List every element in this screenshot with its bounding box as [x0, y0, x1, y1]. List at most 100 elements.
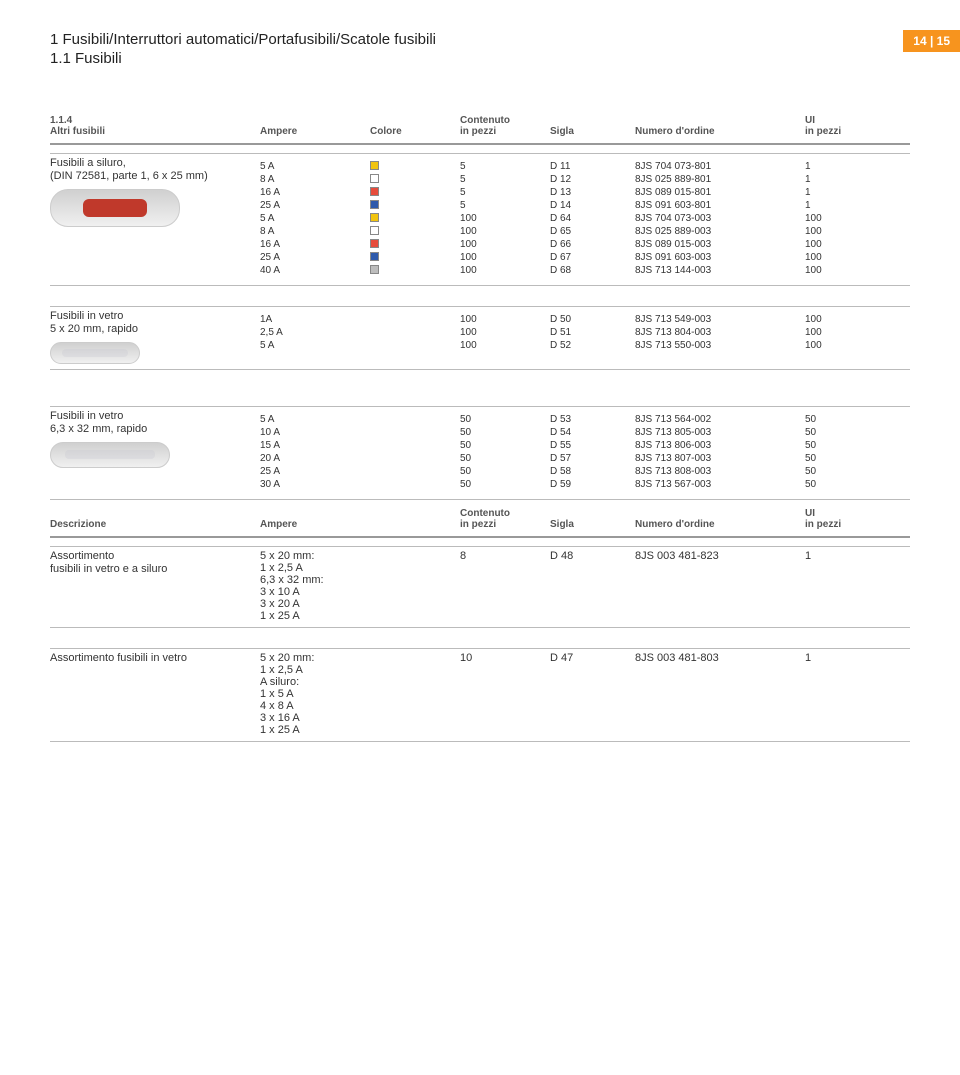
group-rows: 5 A5D 118JS 704 073-80118 A5D 128JS 025 …: [260, 157, 910, 280]
cell-ui: 50: [805, 414, 880, 425]
group-description: Fusibili in vetro 6,3 x 32 mm, rapido: [50, 410, 260, 494]
cell-ui: 1: [805, 200, 880, 211]
cell-ui: 100: [805, 213, 880, 224]
cell-order: 8JS 713 144-003: [635, 265, 805, 276]
cell-ui: 50: [805, 440, 880, 451]
cell-order: 8JS 025 889-801: [635, 174, 805, 185]
cell-order: 8JS 704 073-003: [635, 213, 805, 224]
header-colore: Colore: [370, 126, 460, 137]
cell-order: 8JS 091 603-003: [635, 252, 805, 263]
group-description: Assortimento fusibili in vetro: [50, 652, 260, 736]
group-title: Assortimento: [50, 550, 260, 562]
table-row: 5 A100D 648JS 704 073-003100: [260, 212, 910, 225]
cell-order: 8JS 025 889-003: [635, 226, 805, 237]
cell-order: 8JS 713 807-003: [635, 453, 805, 464]
ampere-line: 3 x 20 A: [260, 598, 370, 610]
title-block: 1 Fusibili/Interruttori automatici/Porta…: [50, 30, 903, 67]
header-numero: Numero d'ordine: [635, 519, 805, 530]
cell-colore: [370, 200, 460, 211]
group-siluro: Fusibili a siluro, (DIN 72581, parte 1, …: [50, 154, 910, 285]
ampere-line: 5 x 20 mm:: [260, 652, 370, 664]
ampere-line: 1 x 2,5 A: [260, 562, 370, 574]
ampere-line: 1 x 5 A: [260, 688, 370, 700]
cell-order: 8JS 713 808-003: [635, 466, 805, 477]
cell-ui: 50: [805, 479, 880, 490]
cell-qty: 5: [460, 161, 550, 172]
header-ui-sub: in pezzi: [805, 519, 880, 530]
ampere-line: 5 x 20 mm:: [260, 550, 370, 562]
header-contenuto-label: Contenuto: [460, 508, 550, 519]
group-rows: 1A100D 508JS 713 549-0031002,5 A100D 518…: [260, 310, 910, 364]
header-contenuto: Contenuto in pezzi: [460, 508, 550, 530]
cell-ui: 50: [805, 427, 880, 438]
group-rows: 5 A50D 538JS 713 564-0025010 A50D 548JS …: [260, 410, 910, 494]
page-header: 1 Fusibili/Interruttori automatici/Porta…: [50, 30, 910, 67]
section-number: 1.1.4: [50, 115, 260, 126]
cell-order: 8JS 003 481-823: [635, 550, 719, 562]
cell-ui: 1: [805, 174, 880, 185]
cell-order: 8JS 003 481-803: [635, 652, 719, 664]
cell-qty: 100: [460, 239, 550, 250]
fuse-image: [50, 342, 140, 364]
table-row: 5 A100D 528JS 713 550-003100: [260, 339, 910, 355]
group-title: Fusibili a siluro,: [50, 157, 260, 169]
cell-ampere: 15 A: [260, 440, 370, 451]
group-description: Assortimento fusibili in vetro e a silur…: [50, 550, 260, 622]
cell-ampere: 25 A: [260, 252, 370, 263]
cell-ampere: 1A: [260, 314, 370, 325]
cell-sigla: D 65: [550, 226, 635, 237]
cell-colore: [370, 226, 460, 237]
table-row: 5 A5D 118JS 704 073-8011: [260, 157, 910, 173]
cell-order: 8JS 713 550-003: [635, 340, 805, 351]
cell-order: 8JS 704 073-801: [635, 161, 805, 172]
cell-ui: 100: [805, 340, 880, 351]
cell-ampere: 5 A: [260, 340, 370, 351]
cell-ampere: 8 A: [260, 174, 370, 185]
cell-ui: 50: [805, 453, 880, 464]
cell-qty: 50: [460, 414, 550, 425]
cell-sigla: D 50: [550, 314, 635, 325]
header-ui: UI in pezzi: [805, 508, 880, 530]
group-subtitle: 5 x 20 mm, rapido: [50, 323, 260, 335]
cell-qty: 5: [460, 200, 550, 211]
cell-ui: 1: [805, 550, 811, 562]
column-header-row: 1.1.4 Altri fusibili Ampere Colore Conte…: [50, 107, 910, 143]
group-title: Assortimento fusibili in vetro: [50, 652, 260, 664]
cell-sigla: D 67: [550, 252, 635, 263]
cell-sigla: D 47: [550, 652, 573, 664]
divider: [50, 741, 910, 742]
group-assortimento-1: Assortimento fusibili in vetro e a silur…: [50, 547, 910, 627]
table-row: 25 A100D 678JS 091 603-003100: [260, 251, 910, 264]
cell-sigla: D 55: [550, 440, 635, 451]
cell-sigla: D 53: [550, 414, 635, 425]
cell-ui: 100: [805, 314, 880, 325]
table-row: 20 A50D 578JS 713 807-00350: [260, 452, 910, 465]
ampere-line: 4 x 8 A: [260, 700, 370, 712]
cell-sigla: D 64: [550, 213, 635, 224]
header-numero: Numero d'ordine: [635, 126, 805, 137]
cell-colore: [370, 174, 460, 185]
cell-ampere: 8 A: [260, 226, 370, 237]
cell-order: 8JS 713 564-002: [635, 414, 805, 425]
ampere-line: 3 x 10 A: [260, 586, 370, 598]
header-ampere: Ampere: [260, 519, 370, 530]
cell-sigla: D 12: [550, 174, 635, 185]
cell-ampere: 5 A: [260, 414, 370, 425]
group-vetro-5x20: Fusibili in vetro 5 x 20 mm, rapido 1A10…: [50, 307, 910, 369]
cell-colore: [370, 213, 460, 224]
cell-sigla: D 11: [550, 161, 635, 172]
ampere-line: A siluro:: [260, 676, 370, 688]
cell-ui: 100: [805, 327, 880, 338]
cell-sigla: D 48: [550, 550, 573, 562]
cell-order: 8JS 713 805-003: [635, 427, 805, 438]
table-row: 16 A5D 138JS 089 015-8011: [260, 186, 910, 199]
table-row: 40 A100D 688JS 713 144-003100: [260, 264, 910, 280]
cell-order: 8JS 089 015-801: [635, 187, 805, 198]
cell-order: 8JS 713 567-003: [635, 479, 805, 490]
group-vetro-6x32: Fusibili in vetro 6,3 x 32 mm, rapido 5 …: [50, 407, 910, 499]
cell-qty: 100: [460, 265, 550, 276]
cell-ui: 100: [805, 252, 880, 263]
table-row: 25 A5D 148JS 091 603-8011: [260, 199, 910, 212]
cell-qty: 10: [460, 652, 472, 664]
table-row: 30 A50D 598JS 713 567-00350: [260, 478, 910, 494]
